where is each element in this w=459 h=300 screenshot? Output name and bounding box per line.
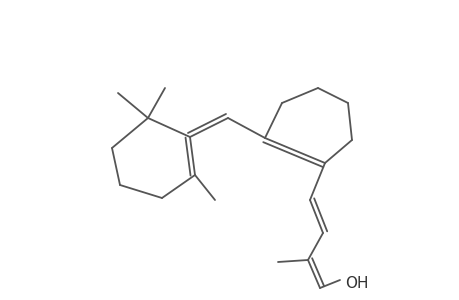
- Text: OH: OH: [344, 275, 368, 290]
